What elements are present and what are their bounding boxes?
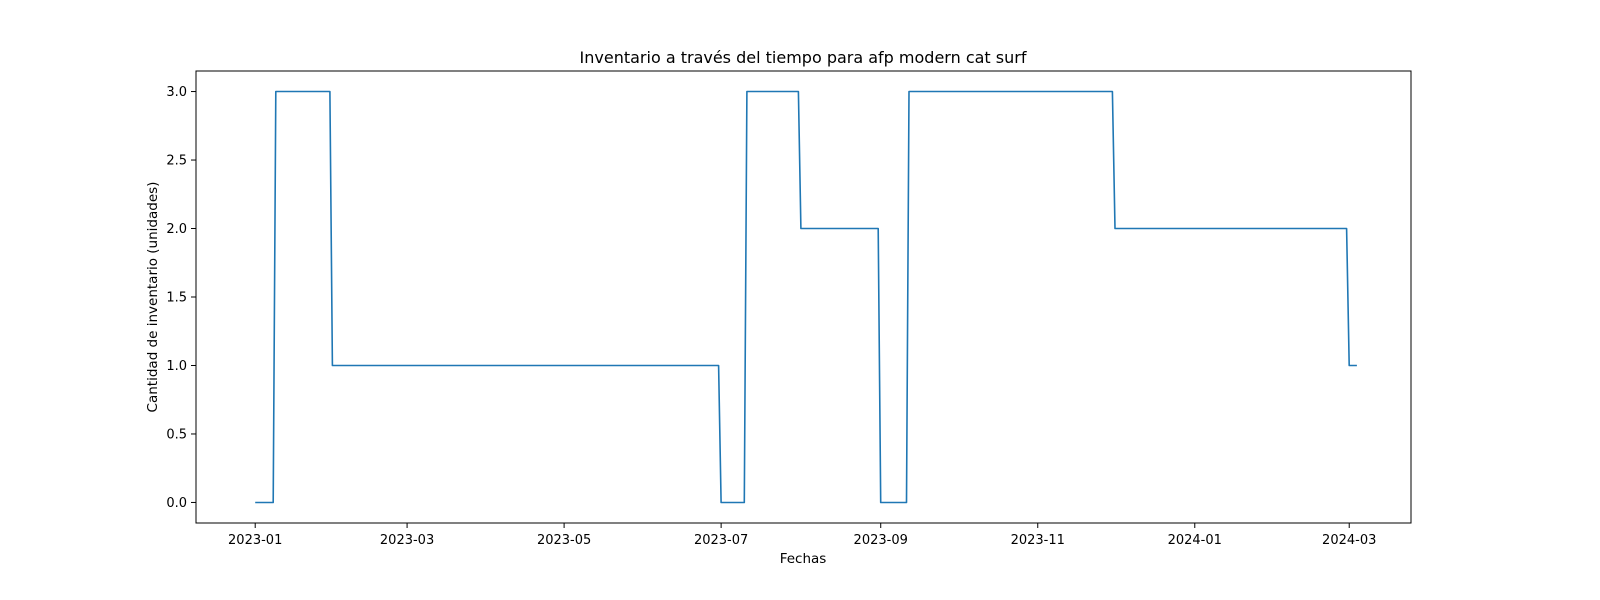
x-tick-label: 2024-01 xyxy=(1168,533,1222,548)
y-tick-label: 1.5 xyxy=(166,291,187,306)
axes-frame xyxy=(195,70,1412,524)
plot-area xyxy=(255,90,1357,504)
x-tick-label: 2023-03 xyxy=(380,533,434,548)
y-tick-label: 0.5 xyxy=(166,427,187,442)
y-axis: 0.0 0.5 1.0 1.5 2.0 2.5 3.0 xyxy=(166,85,196,511)
y-axis-label: Cantidad de inventario (unidades) xyxy=(145,182,161,413)
y-tick-label: 0.0 xyxy=(166,496,187,511)
x-tick-label: 2023-05 xyxy=(537,533,591,548)
x-tick-label: 2023-11 xyxy=(1011,533,1065,548)
series-line-0 xyxy=(255,90,1357,504)
y-tick-label: 1.0 xyxy=(166,359,187,374)
x-tick-label: 2023-07 xyxy=(694,533,748,548)
x-tick-label: 2023-09 xyxy=(854,533,908,548)
x-axis-label: Fechas xyxy=(780,551,827,567)
x-tick-label: 2023-01 xyxy=(228,533,282,548)
x-axis: 2023-01 2023-03 2023-05 2023-07 2023-09 2023-… xyxy=(228,523,1376,548)
y-tick-label: 3.0 xyxy=(166,85,187,100)
chart-title: Inventario a través del tiempo para afp … xyxy=(580,48,1027,67)
x-tick-label: 2024-03 xyxy=(1322,533,1376,548)
y-tick-label: 2.5 xyxy=(166,154,187,169)
y-tick-label: 2.0 xyxy=(166,222,187,237)
